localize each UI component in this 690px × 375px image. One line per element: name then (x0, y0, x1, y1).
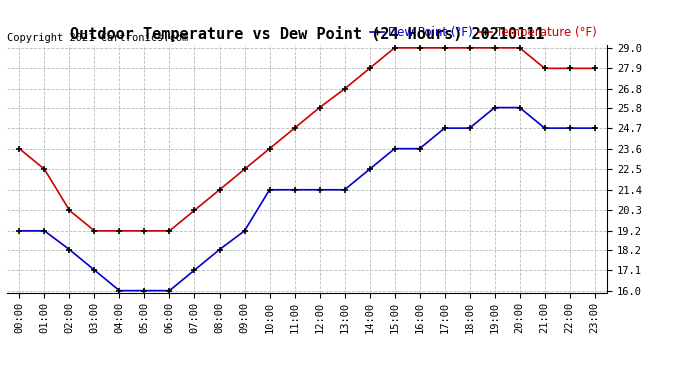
Legend: Dew Point (°F), Temperature (°F): Dew Point (°F), Temperature (°F) (365, 21, 601, 44)
Text: Copyright 2021 Cartronics.com: Copyright 2021 Cartronics.com (7, 33, 188, 42)
Title: Outdoor Temperature vs Dew Point (24 Hours) 20210111: Outdoor Temperature vs Dew Point (24 Hou… (70, 27, 544, 42)
